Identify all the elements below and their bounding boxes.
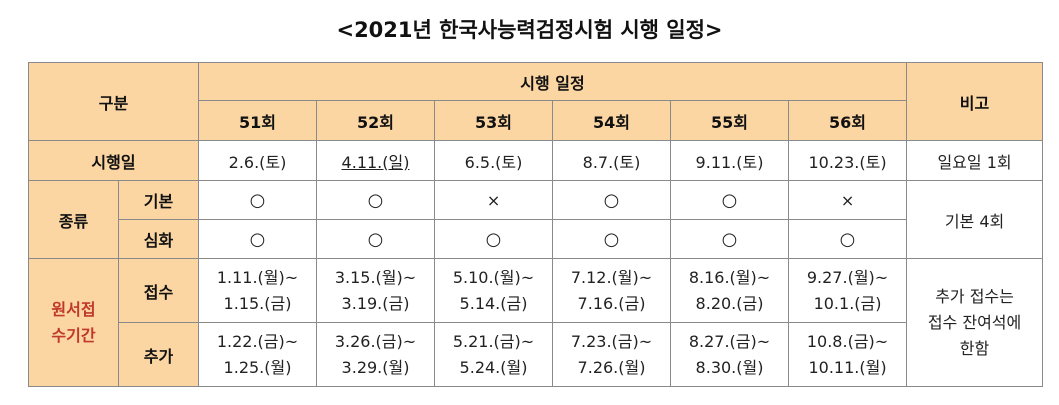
round-header: 55회 <box>670 100 790 141</box>
round-header: 51회 <box>198 100 318 141</box>
exam-schedule-table: 구분 시행 일정 비고 51회 52회 53회 54회 55회 56회 시행일 … <box>27 62 1044 387</box>
application-label-line2: 수기간 <box>51 325 96 345</box>
period-end: 1.25.(월) <box>223 357 292 377</box>
type-label: 종류 <box>28 180 119 259</box>
period-start: 10.8.(금)~ <box>806 331 889 351</box>
regular-period-cell: 7.12.(월)~ 7.16.(금) <box>552 258 672 323</box>
remark-line: 접수 잔여석에 <box>927 312 1022 332</box>
period-start: 3.26.(금)~ <box>334 331 417 351</box>
regular-period-cell: 1.11.(월)~ 1.15.(금) <box>198 258 318 323</box>
period-end: 8.30.(월) <box>695 357 764 377</box>
remark-line: 추가 접수는 <box>935 286 1014 306</box>
additional-label: 추가 <box>117 322 200 387</box>
advanced-mark-circle: ○ <box>434 219 554 259</box>
period-start: 7.23.(금)~ <box>570 331 653 351</box>
basic-mark-circle: ○ <box>670 180 790 220</box>
period-end: 5.14.(금) <box>459 293 528 313</box>
period-start: 7.12.(월)~ <box>570 267 653 287</box>
period-end: 3.29.(월) <box>341 357 410 377</box>
exam-date-cell: 9.11.(토) <box>670 140 790 181</box>
header-row-rounds: 51회 52회 53회 54회 55회 56회 <box>29 100 1043 141</box>
round-header: 54회 <box>552 100 672 141</box>
period-start: 9.27.(월)~ <box>806 267 889 287</box>
period-start: 3.15.(월)~ <box>334 267 417 287</box>
advanced-mark-circle: ○ <box>788 219 908 259</box>
round-header: 52회 <box>316 100 436 141</box>
period-end: 8.20.(금) <box>695 293 764 313</box>
basic-mark-cross: × <box>788 180 908 220</box>
exam-date-cell: 2.6.(토) <box>198 140 318 181</box>
type-basic-row: 종류 기본 ○ ○ × ○ ○ × 기본 4회 <box>28 180 1044 259</box>
remark-line: 한함 <box>959 338 990 358</box>
regular-label: 접수 <box>117 258 200 323</box>
advanced-mark-circle: ○ <box>316 219 436 259</box>
additional-period-cell: 10.8.(금)~ 10.11.(월) <box>788 322 908 387</box>
exam-date-remark: 일요일 1회 <box>906 140 1044 181</box>
period-start: 8.27.(금)~ <box>688 331 771 351</box>
period-end: 1.15.(금) <box>223 293 292 313</box>
advanced-mark-circle: ○ <box>198 219 318 259</box>
period-start: 8.16.(월)~ <box>688 267 771 287</box>
period-end: 10.11.(월) <box>808 357 887 377</box>
additional-period-cell: 3.26.(금)~ 3.29.(월) <box>316 322 436 387</box>
period-start: 1.11.(월)~ <box>216 267 299 287</box>
period-end: 5.24.(월) <box>459 357 528 377</box>
regular-period-cell: 3.15.(월)~ 3.19.(금) <box>316 258 436 323</box>
additional-period-cell: 1.22.(금)~ 1.25.(월) <box>198 322 318 387</box>
page-title: <2021년 한국사능력검정시험 시행 일정> <box>336 18 723 42</box>
period-start: 5.10.(월)~ <box>452 267 535 287</box>
advanced-mark-circle: ○ <box>552 219 672 259</box>
exam-date-cell: 8.7.(토) <box>552 140 672 181</box>
period-end: 7.26.(월) <box>577 357 646 377</box>
category-header: 구분 <box>27 62 200 141</box>
application-additional-row: 추가 1.22.(금)~ 1.25.(월) 3.26.(금)~ 3.29.(월) 5… <box>29 322 1043 387</box>
type-advanced-row: 심화 ○ ○ ○ ○ ○ ○ <box>29 219 1043 259</box>
basic-mark-circle: ○ <box>316 180 436 220</box>
remarks-header: 비고 <box>906 62 1044 141</box>
application-regular-row: 원서접 수기간 접수 1.11.(월)~ 1.15.(금) 3.15.(월)~ 3.… <box>28 258 1044 387</box>
round-header: 53회 <box>434 100 554 141</box>
regular-period-cell: 8.16.(월)~ 8.20.(금) <box>670 258 790 323</box>
exam-date-row: 시행일 2.6.(토) 4.11.(일) 6.5.(토) 8.7.(토) 9.1… <box>27 140 1044 181</box>
additional-period-cell: 5.21.(금)~ 5.24.(월) <box>434 322 554 387</box>
period-end: 10.1.(금) <box>813 293 882 313</box>
period-end: 3.19.(금) <box>341 293 410 313</box>
additional-period-cell: 7.23.(금)~ 7.26.(월) <box>552 322 672 387</box>
basic-label: 기본 <box>117 180 200 220</box>
regular-period-cell: 9.27.(월)~ 10.1.(금) <box>788 258 908 323</box>
exam-date-cell-sunday: 4.11.(일) <box>316 140 436 181</box>
application-remark: 추가 접수는 접수 잔여석에 한함 <box>906 258 1044 387</box>
basic-mark-cross: × <box>434 180 554 220</box>
header-row-top: 구분 시행 일정 비고 <box>27 62 1044 141</box>
advanced-label: 심화 <box>117 219 200 259</box>
period-start: 1.22.(금)~ <box>216 331 299 351</box>
regular-period-cell: 5.10.(월)~ 5.14.(금) <box>434 258 554 323</box>
application-label-line1: 원서접 <box>51 299 96 319</box>
additional-period-cell: 8.27.(금)~ 8.30.(월) <box>670 322 790 387</box>
basic-mark-circle: ○ <box>198 180 318 220</box>
exam-date-label: 시행일 <box>27 140 200 181</box>
basic-mark-circle: ○ <box>552 180 672 220</box>
advanced-mark-circle: ○ <box>670 219 790 259</box>
period-end: 7.16.(금) <box>577 293 646 313</box>
round-header: 56회 <box>788 100 908 141</box>
application-period-label: 원서접 수기간 <box>28 258 119 387</box>
schedule-header: 시행 일정 <box>198 62 908 101</box>
period-start: 5.21.(금)~ <box>452 331 535 351</box>
exam-date-cell: 10.23.(토) <box>788 140 908 181</box>
type-remark: 기본 4회 <box>906 180 1044 259</box>
exam-date-cell: 6.5.(토) <box>434 140 554 181</box>
